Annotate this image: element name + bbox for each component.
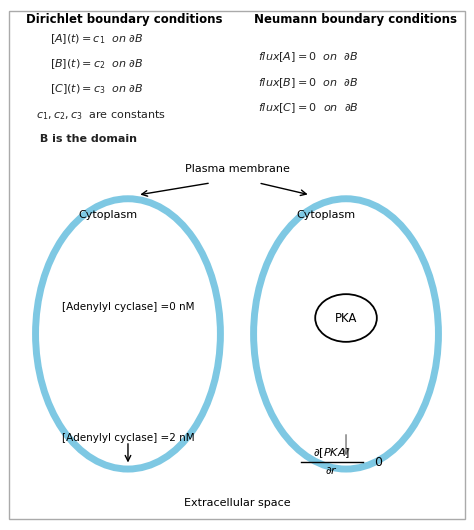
Text: $[B](t) = c_2$  on $\partial$B: $[B](t) = c_2$ on $\partial$B: [50, 57, 143, 71]
Text: $flux[A] = 0\ \ on\ \ \partial$B: $flux[A] = 0\ \ on\ \ \partial$B: [258, 50, 359, 64]
Text: $\partial[PKA]$: $\partial[PKA]$: [313, 446, 350, 460]
Text: $flux[B] = 0\ \ on\ \ \partial$B: $flux[B] = 0\ \ on\ \ \partial$B: [258, 76, 359, 90]
Text: Cytoplasm: Cytoplasm: [78, 210, 137, 219]
Text: PKA: PKA: [335, 312, 357, 324]
Ellipse shape: [254, 199, 438, 469]
Text: $flux[C] = 0\ \ on\ \ \partial$B: $flux[C] = 0\ \ on\ \ \partial$B: [258, 101, 359, 115]
Text: Neumann boundary conditions: Neumann boundary conditions: [254, 13, 456, 26]
FancyBboxPatch shape: [9, 11, 465, 519]
Text: $\partial r$: $\partial r$: [325, 465, 338, 476]
Text: 0: 0: [374, 456, 383, 469]
Text: [Adenylyl cyclase] =0 nM: [Adenylyl cyclase] =0 nM: [62, 303, 194, 312]
Text: B is the domain: B is the domain: [36, 134, 137, 144]
Text: Dirichlet boundary conditions: Dirichlet boundary conditions: [26, 13, 223, 26]
Text: Plasma membrane: Plasma membrane: [184, 164, 290, 174]
Text: $[A](t) = c_1$  on $\partial$B: $[A](t) = c_1$ on $\partial$B: [50, 32, 143, 46]
Text: Cytoplasm: Cytoplasm: [296, 210, 356, 219]
Ellipse shape: [36, 199, 220, 469]
Text: $c_1, c_2, c_3$  are constants: $c_1, c_2, c_3$ are constants: [36, 108, 165, 122]
Text: $[C](t) = c_3$  on $\partial$B: $[C](t) = c_3$ on $\partial$B: [50, 83, 144, 96]
Text: [Adenylyl cyclase] =2 nM: [Adenylyl cyclase] =2 nM: [62, 432, 194, 443]
Text: Extracellular space: Extracellular space: [184, 498, 290, 508]
Ellipse shape: [315, 294, 377, 342]
